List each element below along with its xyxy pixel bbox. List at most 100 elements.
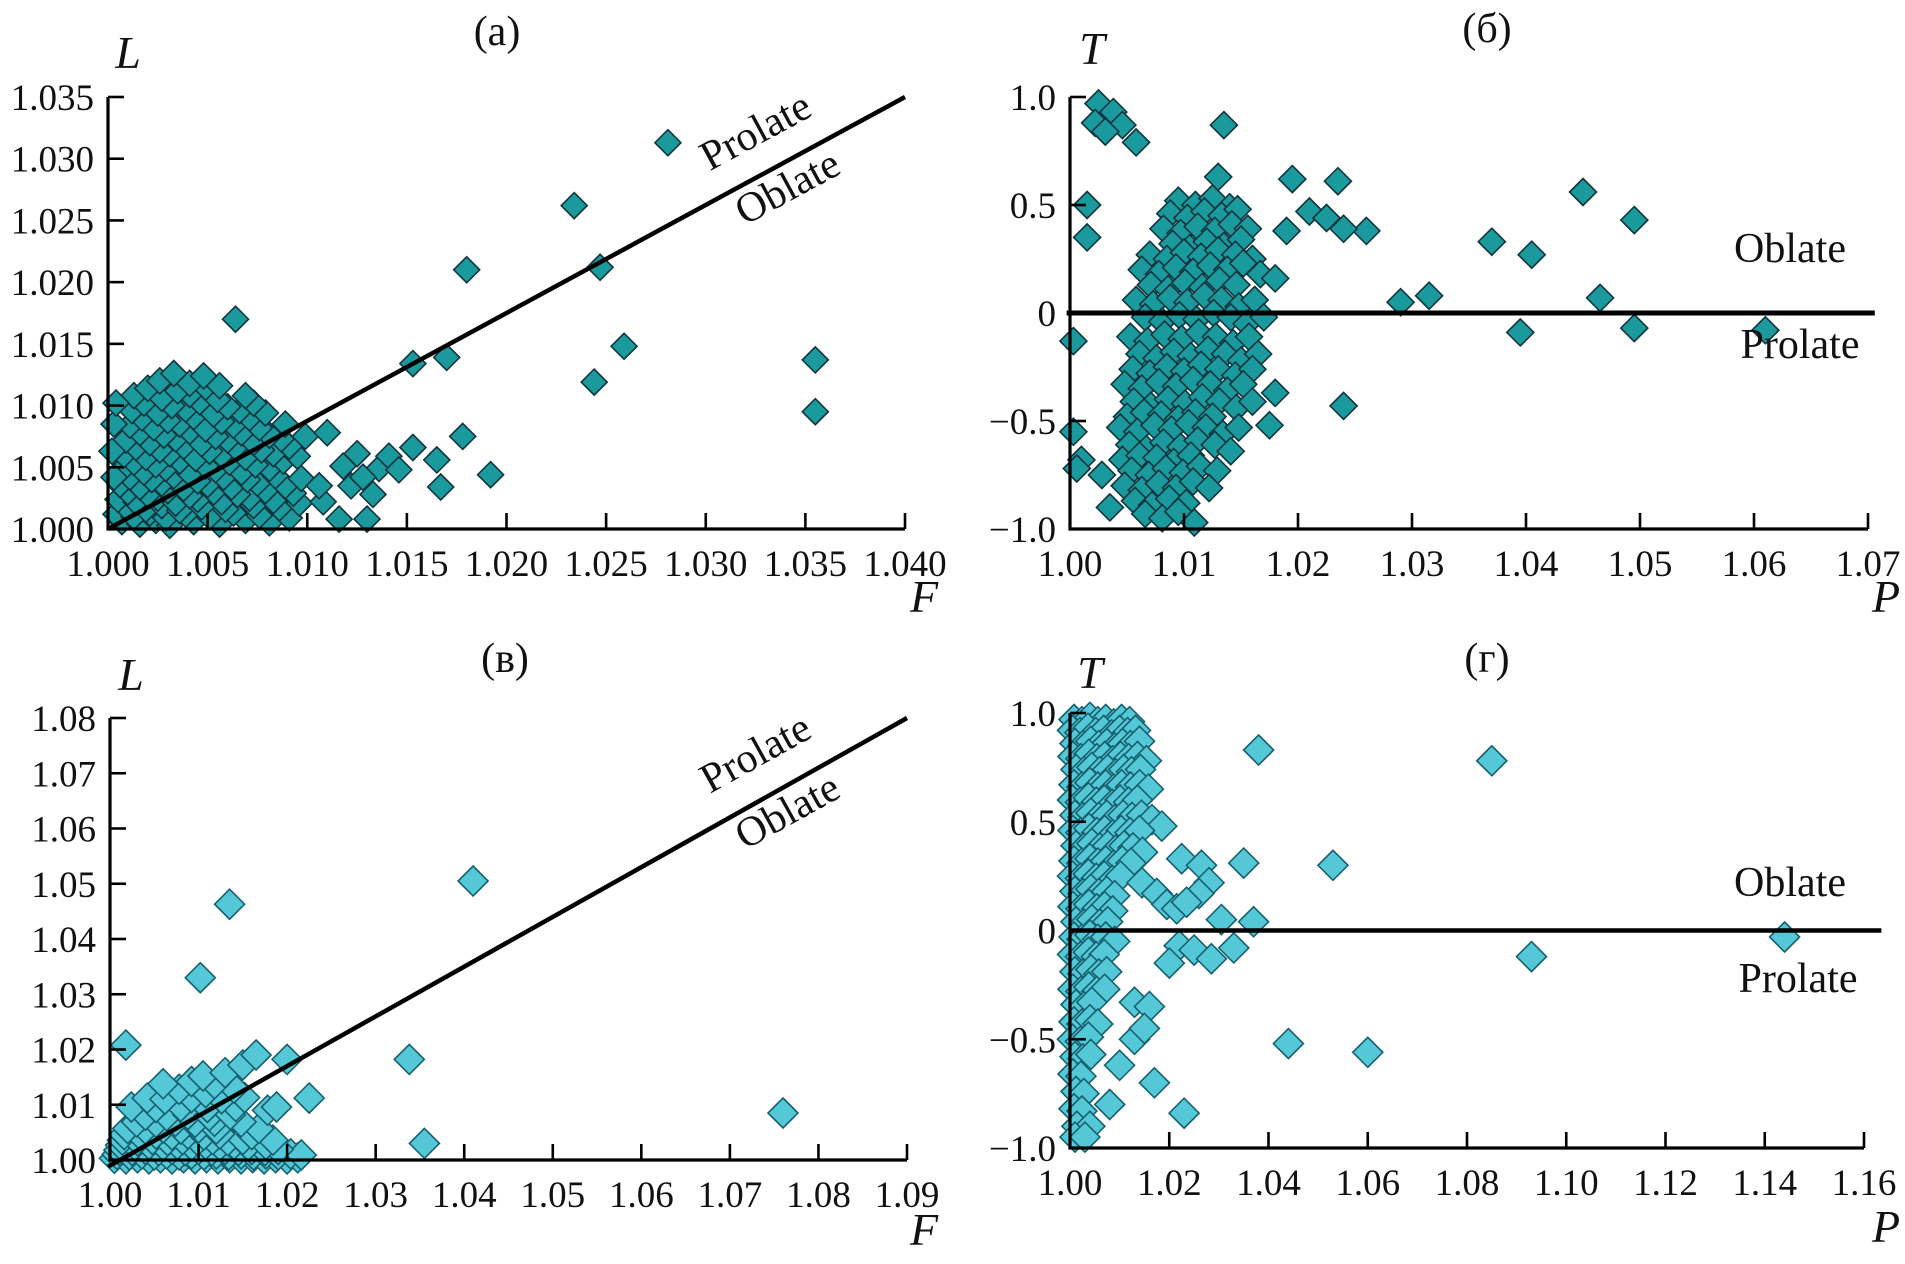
data-point [1205, 903, 1238, 936]
data-point [348, 463, 378, 492]
data-point [1271, 216, 1302, 246]
y-tick-label: 1.005 [11, 448, 94, 489]
data-point [97, 437, 127, 466]
data-point [1517, 240, 1547, 270]
region-label-oblate: Oblate [1734, 860, 1846, 906]
data-point [1477, 227, 1507, 257]
scatter-points [97, 128, 830, 540]
panel-a: 1.000 1.005 1.010 1.015 1.020 1.025 1.030 1.035… [11, 9, 947, 622]
x-tick-label: 1.06 [1722, 544, 1787, 585]
x-tick-label: 1.01 [166, 1175, 231, 1216]
y-tick-label: 1.000 [11, 510, 94, 551]
data-point [1138, 1066, 1171, 1099]
data-point [1194, 473, 1224, 503]
data-point [585, 253, 615, 282]
data-point [1277, 164, 1307, 194]
panel-g: 1.00 1.02 1.04 1.06 1.08 1.10 1.12 1.14 1.16−1.0… [989, 636, 1900, 1252]
data-point [352, 504, 382, 534]
y-axis-label: T [1079, 23, 1108, 74]
x-tick-label: 1.04 [1236, 1163, 1301, 1204]
data-point [358, 480, 388, 509]
y-tick-label: 1.035 [11, 78, 94, 119]
data-point [305, 471, 334, 500]
data-point [109, 1028, 143, 1062]
data-point [221, 305, 250, 334]
x-tick-label: 1.00 [1038, 544, 1103, 585]
data-point [1619, 313, 1649, 343]
x-tick-label: 1.12 [1633, 1163, 1698, 1204]
x-tick-label: 1.02 [1137, 1163, 1202, 1204]
x-tick-label: 1.10 [1534, 1163, 1599, 1204]
x-tick-label: 1.08 [1435, 1163, 1500, 1204]
data-point [189, 361, 218, 391]
x-axis-label: P [1871, 1201, 1900, 1252]
data-point [1074, 1038, 1107, 1071]
data-point [1093, 1088, 1126, 1121]
data-point [270, 1043, 304, 1076]
y-tick-label: 1.015 [11, 325, 94, 366]
data-point [1153, 946, 1186, 980]
x-tick-label: 1.04 [432, 1175, 497, 1216]
x-tick-label: 1.040 [863, 544, 946, 585]
y-axis-label: T [1077, 647, 1106, 698]
y-tick-label: −1.0 [989, 510, 1056, 551]
region-label-oblate: Oblate [1734, 226, 1846, 272]
y-tick-label: 1.02 [31, 1031, 96, 1072]
data-point [1414, 281, 1444, 311]
scatter-points [1056, 701, 1801, 1154]
data-point [184, 961, 217, 994]
x-axis-label: F [909, 571, 939, 622]
y-tick-label: 1.08 [31, 699, 96, 740]
region-label-prolate: Prolate [1741, 322, 1860, 368]
data-point [231, 381, 260, 410]
data-point [1272, 1027, 1305, 1060]
x-tick-label: 1.08 [786, 1175, 851, 1216]
prolate-oblate-boundary [107, 716, 909, 1169]
data-point [1227, 846, 1260, 880]
y-axis-label: L [114, 27, 141, 78]
x-tick-label: 1.02 [1266, 544, 1331, 585]
data-point [1167, 1097, 1201, 1130]
panel-title: (г) [1464, 636, 1509, 682]
prolate-oblate-boundary [106, 95, 907, 531]
data-point [1750, 315, 1781, 345]
x-tick-label: 1.03 [343, 1175, 408, 1216]
data-point [1203, 162, 1233, 192]
y-tick-label: 1.06 [31, 810, 96, 851]
y-tick-label: 1.04 [31, 920, 96, 961]
panel-b: 1.00 1.01 1.02 1.03 1.04 1.05 1.06 1.07−1.0−0.5… [989, 6, 1901, 622]
data-point [1515, 940, 1548, 973]
data-point [1568, 177, 1598, 207]
x-axis-label: F [909, 1204, 939, 1255]
data-point [1260, 378, 1290, 408]
scatter-points [98, 864, 800, 1176]
panel-title: (в) [481, 636, 529, 682]
data-point [293, 1081, 326, 1115]
scatter-points [1058, 88, 1781, 538]
data-point [1328, 214, 1359, 244]
x-tick-label: 1.05 [520, 1175, 585, 1216]
data-point [1585, 283, 1615, 313]
x-tick-label: 1.09 [875, 1175, 940, 1216]
data-point [1237, 386, 1268, 417]
region-label-prolate: Prolate [1739, 956, 1858, 1002]
x-tick-label: 1.06 [1335, 1163, 1400, 1204]
data-point [393, 1043, 426, 1076]
data-point [1145, 809, 1178, 843]
data-point [560, 191, 589, 220]
data-point [1351, 1036, 1384, 1069]
data-point [398, 433, 428, 462]
y-tick-label: 1.00 [31, 1141, 96, 1182]
y-tick-label: 1.0 [1010, 694, 1056, 735]
y-tick-label: −0.5 [989, 1020, 1056, 1061]
x-tick-label: 1.035 [764, 544, 847, 585]
data-point [1385, 287, 1416, 317]
x-tick-label: 1.07 [698, 1175, 763, 1216]
x-axis-label: P [1871, 571, 1900, 622]
y-tick-label: 0 [1038, 912, 1057, 953]
y-tick-label: 1.01 [31, 1086, 96, 1127]
y-tick-label: 1.010 [11, 387, 94, 428]
data-point [1087, 460, 1117, 490]
x-tick-label: 1.00 [78, 1175, 143, 1216]
